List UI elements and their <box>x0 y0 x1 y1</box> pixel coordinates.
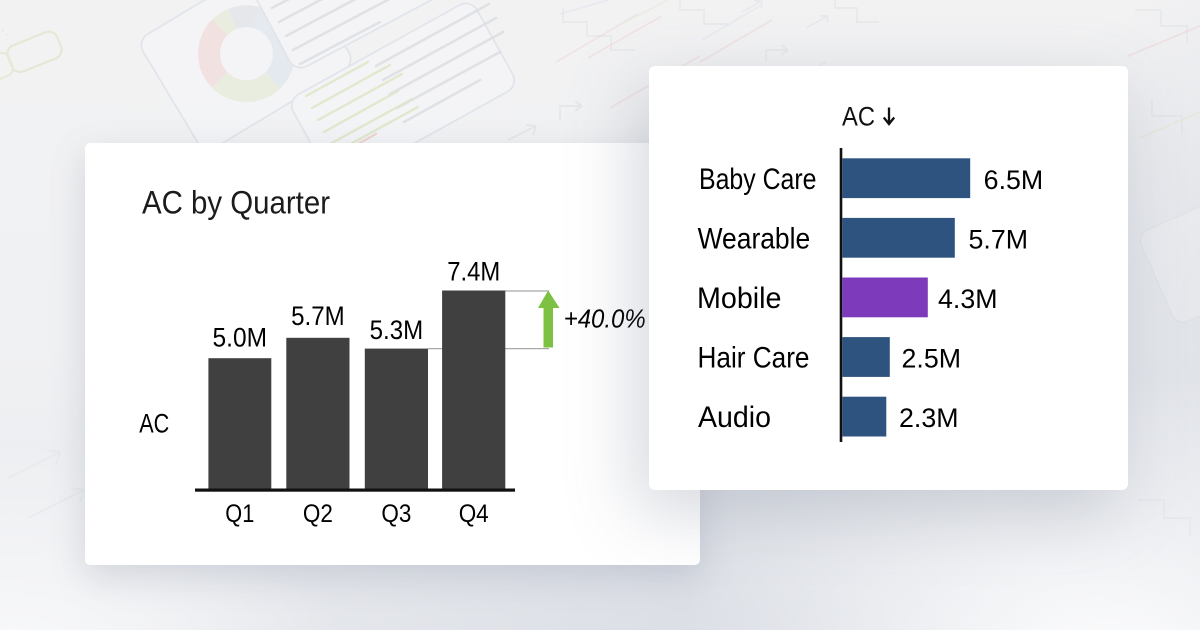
svg-text:5.0M: 5.0M <box>213 323 267 353</box>
svg-text:AC by Quarter: AC by Quarter <box>142 185 330 221</box>
svg-text:6.5M: 6.5M <box>984 165 1043 195</box>
svg-text:5.7M: 5.7M <box>969 224 1029 254</box>
svg-text:+40.0%: +40.0% <box>564 306 646 334</box>
svg-text:Mobile: Mobile <box>697 282 782 315</box>
svg-text:2.5M: 2.5M <box>902 344 962 374</box>
svg-text:Q4: Q4 <box>459 500 489 528</box>
svg-text:AC: AC <box>139 409 169 439</box>
svg-text:4.3M: 4.3M <box>938 284 998 314</box>
svg-text:Audio: Audio <box>698 401 771 434</box>
svg-text:7.4M: 7.4M <box>447 257 500 287</box>
svg-text:Wearable: Wearable <box>698 222 811 255</box>
svg-text:Q3: Q3 <box>381 500 411 528</box>
svg-text:Hair Care: Hair Care <box>698 342 810 375</box>
svg-text:2.3M: 2.3M <box>899 403 959 433</box>
svg-text:5.7M: 5.7M <box>291 301 345 331</box>
svg-text:Q2: Q2 <box>303 500 333 528</box>
svg-text:5.3M: 5.3M <box>370 315 424 345</box>
svg-text:Q1: Q1 <box>225 500 254 528</box>
svg-text:Baby Care: Baby Care <box>699 163 817 196</box>
svg-text:AC: AC <box>842 101 875 131</box>
